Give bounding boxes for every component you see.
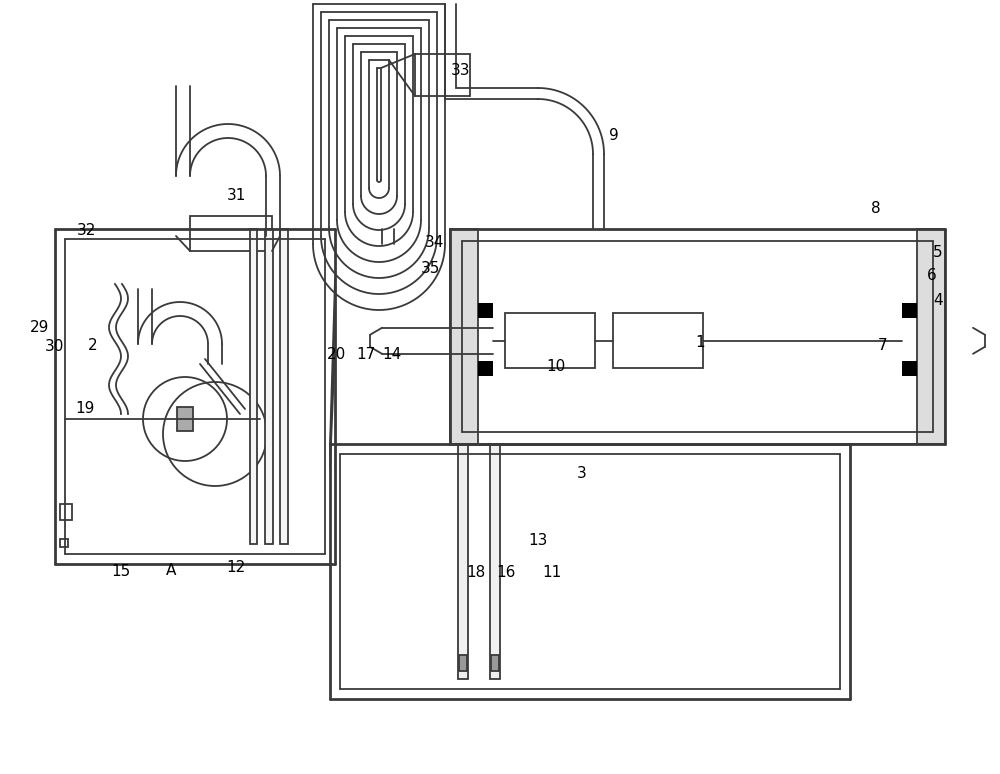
Text: 19: 19 [75,401,95,416]
Text: 12: 12 [226,560,246,575]
Circle shape [143,377,227,461]
Bar [60,504,72,520]
Text: 11: 11 [542,565,562,580]
Text: 5: 5 [933,245,943,260]
Text: 30: 30 [45,339,65,354]
Bar [490,444,500,679]
Text: 32: 32 [76,223,96,238]
Bar [415,54,470,96]
Text: 6: 6 [927,268,937,283]
Bar [177,407,193,431]
Text: 10: 10 [546,359,566,375]
Bar [250,229,257,544]
Bar [491,655,499,671]
Text: 8: 8 [871,201,881,217]
Text: 20: 20 [326,347,346,362]
Text: 3: 3 [577,466,587,481]
Bar [902,361,917,376]
Text: A: A [166,563,176,578]
Text: 16: 16 [496,565,516,580]
Bar [917,229,945,444]
Text: 31: 31 [226,188,246,204]
Text: 7: 7 [878,338,888,354]
Text: 17: 17 [356,347,376,362]
Bar [505,313,595,368]
Text: 29: 29 [30,320,50,335]
Text: 9: 9 [609,128,619,143]
Bar [265,229,273,544]
Text: 34: 34 [425,235,445,250]
Text: 33: 33 [451,63,471,78]
Bar [60,539,68,547]
Bar [190,216,272,251]
Text: 13: 13 [528,533,548,548]
Bar [902,303,917,318]
Text: 18: 18 [466,565,486,580]
Bar [280,229,288,544]
Text: 15: 15 [111,564,131,580]
Text: 2: 2 [88,338,98,354]
Bar [458,444,468,679]
Bar [613,313,703,368]
Bar [478,303,493,318]
Bar [459,655,467,671]
Text: 35: 35 [421,261,441,276]
Bar [450,229,478,444]
Text: 4: 4 [933,293,943,308]
Text: 1: 1 [695,334,705,350]
Text: 14: 14 [382,347,402,362]
Bar [478,361,493,376]
